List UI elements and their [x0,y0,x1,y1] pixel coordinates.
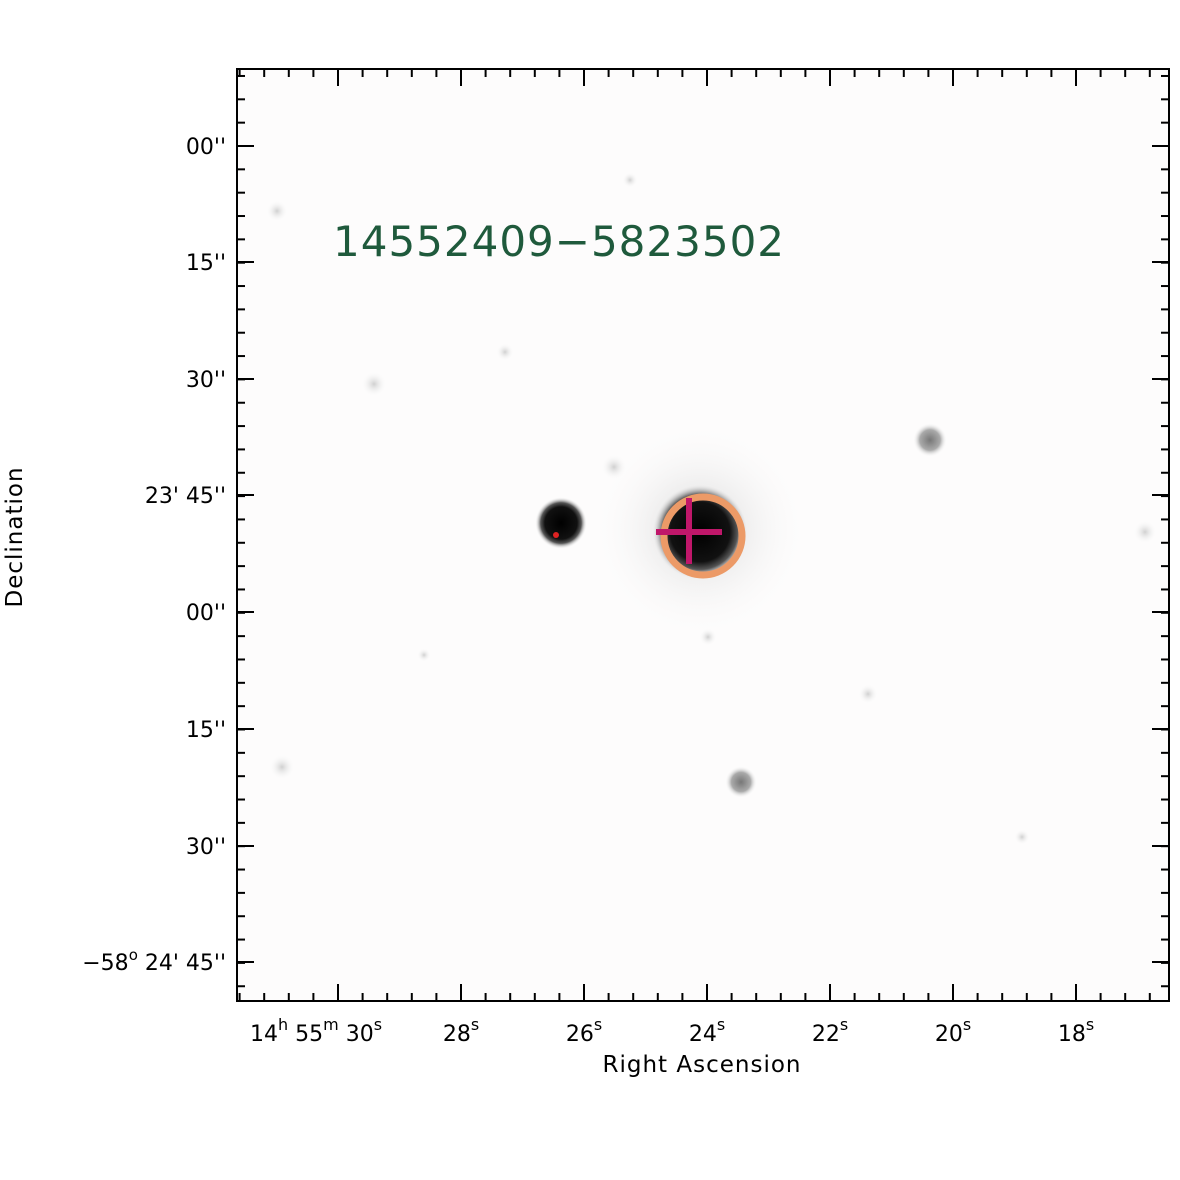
y-tick-label: 00'' [186,601,226,626]
crosshair-marker [656,498,722,564]
x-tick-label: 20s [935,1015,971,1047]
star [858,684,878,704]
y-axis-title: Declination [2,466,28,607]
star [361,371,387,397]
axis-ticks [237,69,1169,1001]
x-tick-labels: 14h 55m 30s 28s 26s 24s 22s 20s 18s [250,1015,1094,1047]
star [601,454,627,480]
y-tick-label: 15'' [186,251,226,276]
x-tick-label: 18s [1058,1015,1094,1047]
y-tick-label: 30'' [186,368,226,393]
y-tick-label: 23' 45'' [145,484,226,509]
x-tick-label: 28s [443,1015,479,1047]
y-tick-label: 30'' [186,835,226,860]
star [725,766,757,798]
x-tick-label: 14h 55m 30s [250,1015,382,1047]
y-tick-label: 15'' [186,718,226,743]
star [417,648,431,662]
neighbor-star-red-pixel [553,532,559,538]
star [496,343,514,361]
x-tick-label: 24s [689,1015,725,1047]
aperture-circle [660,493,746,579]
star [1133,520,1157,544]
star [699,628,717,646]
star [269,754,295,780]
object-id-label: 14552409−5823502 [333,217,785,266]
star [622,172,638,188]
star [913,423,947,457]
y-tick-label: −58o 24' 45'' [82,946,226,976]
x-tick-label: 26s [566,1015,602,1047]
star [1014,829,1030,845]
y-tick-labels: 00'' 15'' 30'' 23' 45'' 00'' 15'' 30'' −58o 24'… [82,135,226,976]
y-tick-label: 00'' [186,135,226,160]
x-tick-label: 22s [812,1015,848,1047]
star [266,200,288,222]
neighbor-star [535,497,587,549]
x-axis-title: Right Ascension [603,1052,802,1078]
